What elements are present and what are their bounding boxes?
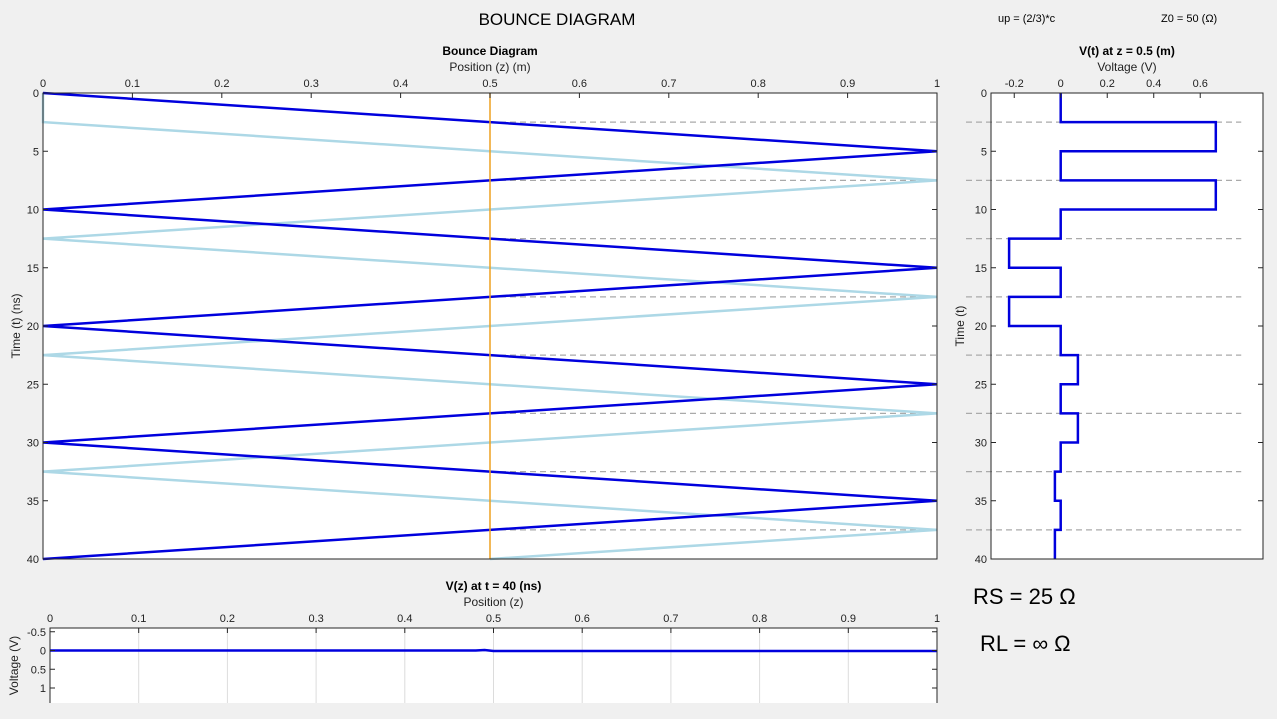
vt-y-tick-label: 15 [975,263,987,275]
vz-x-tick-label: 0 [47,613,53,625]
vz-x-tick-label: 0.2 [220,613,235,625]
bounce-x-tick-label: 0.7 [661,78,676,90]
vt-x-tick-label: 0.2 [1100,78,1115,90]
vz-y-tick-label: 1 [40,683,46,695]
bounce-y-tick-label: 15 [27,263,39,275]
vz-x-axis-label: Position (z) [463,595,523,609]
bounce-x-tick-label: 0 [40,78,46,90]
vt-x-axis-label: Voltage (V) [1097,60,1156,74]
bounce-x-tick-label: 0.4 [393,78,408,90]
vz-x-tick-label: 0.3 [308,613,323,625]
vz-x-tick-label: 0.1 [131,613,146,625]
bounce-y-tick-label: 25 [27,379,39,391]
vt-y-tick-label: 5 [981,146,987,158]
vz-x-tick-label: 0.6 [575,613,590,625]
vt-x-tick-label: 0 [1058,78,1064,90]
vz-voltage-line [50,648,937,653]
bounce-y-tick-label: 40 [27,554,39,566]
bounce-y-tick-label: 10 [27,205,39,217]
vz-y-axis-label: Voltage (V) [7,636,21,695]
bounce-x-tick-label: 1 [934,78,940,90]
vt-y-tick-label: 10 [975,205,987,217]
bounce-title: Bounce Diagram [442,44,537,58]
load-resistance-label: RL = ∞ Ω [980,631,1071,656]
vz-x-tick-label: 0.8 [752,613,767,625]
bounce-y-tick-label: 5 [33,146,39,158]
bounce-x-tick-label: 0.8 [751,78,766,90]
bounce-y-axis-label: Time (t) (ns) [9,294,23,359]
vt-y-tick-label: 25 [975,379,987,391]
vz-y-tick-label: 0 [40,646,46,658]
vt-y-tick-label: 35 [975,496,987,508]
vt-y-tick-label: 40 [975,554,987,566]
bounce-y-tick-label: 30 [27,438,39,450]
bounce-x-tick-label: 0.6 [572,78,587,90]
vt-y-tick-label: 20 [975,321,987,333]
phase-velocity-label: up = (2/3)*c [998,13,1056,25]
vz-x-tick-label: 0.4 [397,613,412,625]
bounce-x-tick-label: 0.5 [482,78,497,90]
bounce-x-tick-label: 0.3 [304,78,319,90]
bounce-y-tick-label: 0 [33,88,39,100]
vz-x-tick-label: 0.5 [486,613,501,625]
vt-x-tick-label: 0.6 [1193,78,1208,90]
vt-y-axis-label: Time (t) [953,306,967,347]
vz-x-tick-label: 0.9 [841,613,856,625]
bounce-x-tick-label: 0.1 [125,78,140,90]
vt-y-tick-label: 0 [981,88,987,100]
characteristic-impedance-label: Z0 = 50 (Ω) [1161,13,1218,25]
bounce-x-axis-label: Position (z) (m) [449,60,530,74]
vt-x-tick-label: 0.4 [1146,78,1161,90]
vz-y-tick-label: 0.5 [31,664,46,676]
vz-x-tick-label: 0.7 [663,613,678,625]
page-title: BOUNCE DIAGRAM [478,10,636,29]
bounce-y-tick-label: 35 [27,496,39,508]
vt-title: V(t) at z = 0.5 (m) [1079,44,1175,58]
bounce-x-tick-label: 0.9 [840,78,855,90]
bounce-y-tick-label: 20 [27,321,39,333]
source-resistance-label: RS = 25 Ω [973,584,1076,609]
vt-y-tick-label: 30 [975,438,987,450]
vz-x-tick-label: 1 [934,613,940,625]
vz-title: V(z) at t = 40 (ns) [446,579,542,593]
bounce-x-tick-label: 0.2 [214,78,229,90]
vz-y-tick-label: -0.5 [27,627,46,639]
vt-voltage-line [1007,93,1218,559]
vt-x-tick-label: -0.2 [1005,78,1024,90]
